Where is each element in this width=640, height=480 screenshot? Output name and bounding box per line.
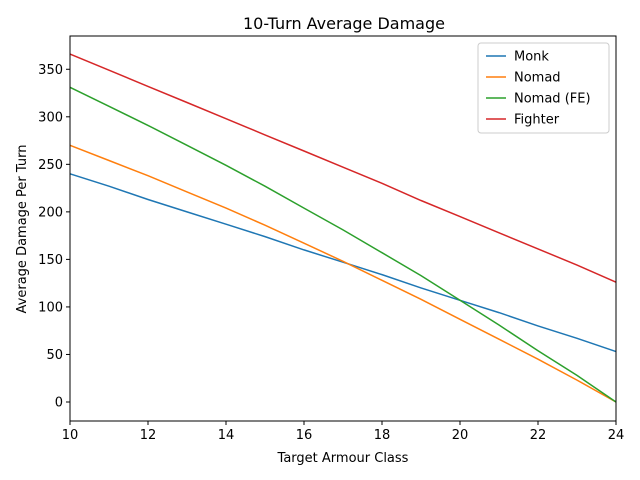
- x-tick-label: 16: [296, 428, 313, 443]
- x-tick-label: 14: [218, 428, 235, 443]
- chart-title: 10-Turn Average Damage: [243, 14, 445, 33]
- legend-label-0: Monk: [514, 50, 549, 65]
- series-line-0: [69, 173, 617, 353]
- x-axis-label: Target Armour Class: [277, 451, 409, 466]
- legend-label-2: Nomad (FE): [514, 92, 591, 107]
- series-layer: [69, 53, 617, 403]
- legend-label-3: Fighter: [514, 113, 560, 128]
- x-tick-label: 20: [452, 428, 469, 443]
- series-line-1: [69, 144, 617, 403]
- x-tick-label: 10: [62, 428, 79, 443]
- x-axis: 10 12 14 16 18 20 22 24: [62, 421, 625, 443]
- y-tick-label: 0: [55, 395, 63, 410]
- legend: Monk Nomad Nomad (FE) Fighter: [477, 42, 610, 134]
- x-tick-label: 18: [374, 428, 391, 443]
- y-tick-label: 250: [38, 158, 63, 173]
- y-tick-label: 200: [38, 205, 63, 220]
- series-line-2: [69, 86, 617, 403]
- series-line-3: [69, 53, 617, 283]
- x-tick-label: 22: [530, 428, 547, 443]
- y-tick-label: 100: [38, 300, 63, 315]
- y-axis: 0 50 100 150 200 250 300 350: [38, 63, 70, 410]
- y-tick-label: 150: [38, 253, 63, 268]
- x-tick-label: 12: [140, 428, 157, 443]
- plot-area-frame: [69, 35, 617, 422]
- legend-label-1: Nomad: [514, 71, 561, 86]
- y-axis-label: Average Damage Per Turn: [15, 145, 30, 314]
- legend-box: [477, 42, 610, 134]
- y-tick-label: 350: [38, 63, 63, 78]
- x-tick-label: 24: [608, 428, 625, 443]
- y-tick-label: 50: [46, 348, 63, 363]
- y-tick-label: 300: [38, 110, 63, 125]
